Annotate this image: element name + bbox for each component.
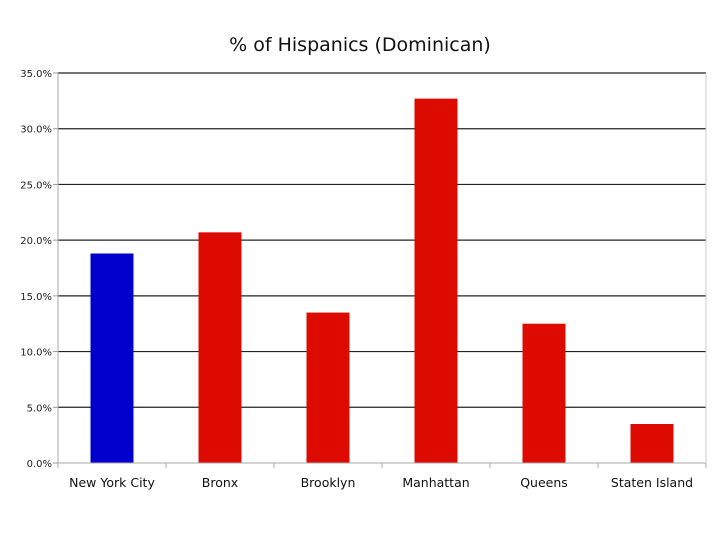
bar	[522, 323, 566, 463]
y-tick-label: 0.0%	[27, 459, 52, 470]
x-tick-label: Queens	[520, 475, 568, 490]
bar	[630, 424, 674, 463]
bar	[90, 253, 134, 463]
plot-area	[58, 73, 706, 463]
y-tick-label: 15.0%	[20, 292, 52, 303]
y-tick-label: 25.0%	[20, 180, 52, 191]
y-tick-label: 30.0%	[20, 125, 52, 136]
x-tick-label: Manhattan	[402, 475, 469, 490]
y-tick-label: 35.0%	[20, 69, 52, 80]
bar	[414, 98, 458, 463]
x-tick-label: Brooklyn	[301, 475, 356, 490]
x-tick-label: Bronx	[202, 475, 238, 490]
bar	[198, 232, 242, 463]
x-tick-label: Staten Island	[611, 475, 693, 490]
y-tick-label: 20.0%	[20, 236, 52, 247]
chart-title: % of Hispanics (Dominican)	[229, 34, 491, 56]
bar	[306, 312, 350, 463]
y-tick-label: 5.0%	[27, 403, 52, 414]
x-tick-label: New York City	[69, 475, 155, 490]
y-tick-label: 10.0%	[20, 348, 52, 359]
